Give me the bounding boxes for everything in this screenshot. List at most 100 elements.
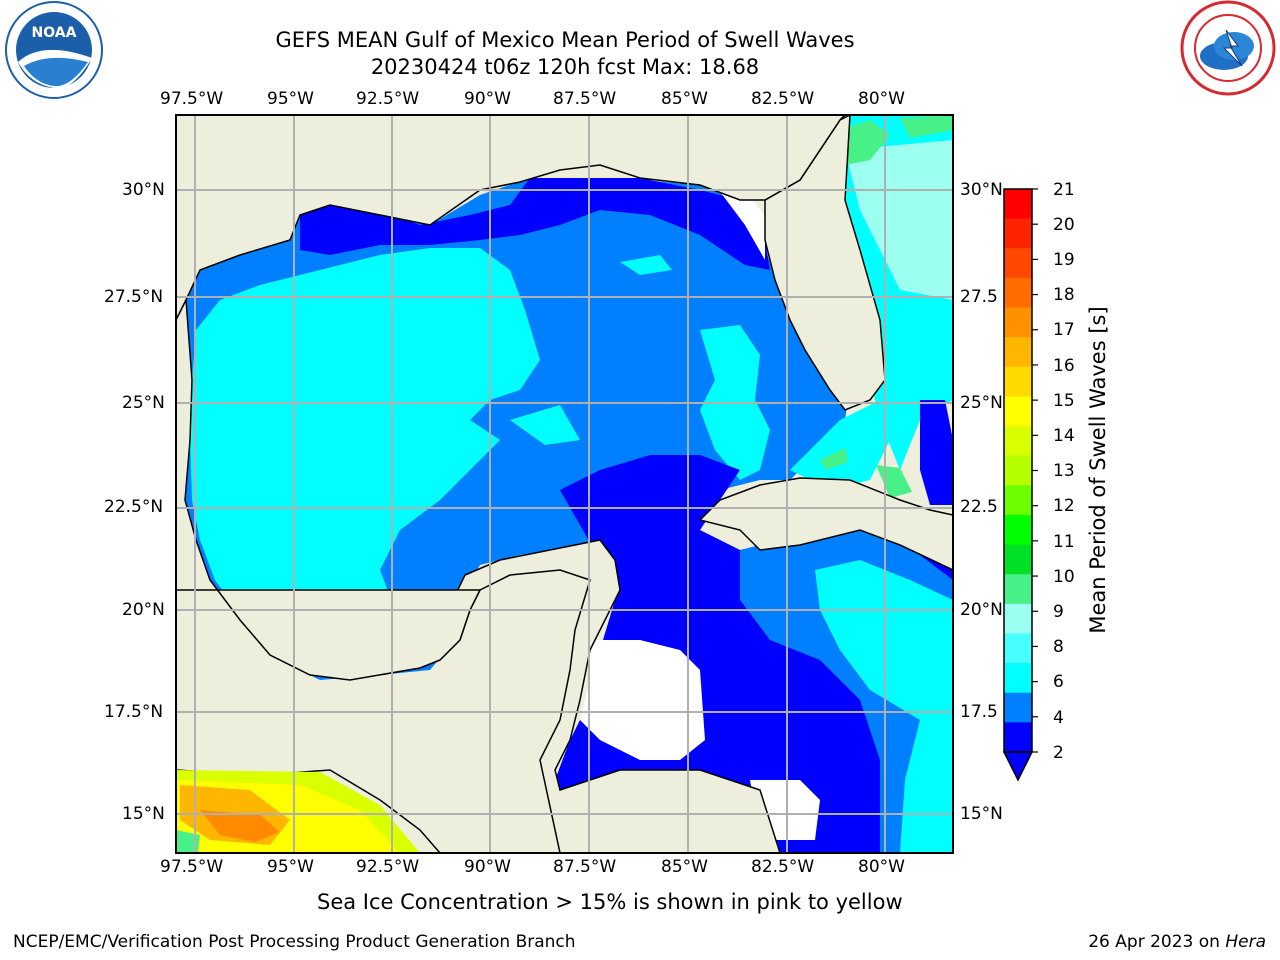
sea-ice-note: Sea Ice Concentration > 15% is shown in …: [317, 890, 903, 914]
atlantic-green-2: [900, 115, 953, 138]
title-line-2: 20230424 t06z 120h fcst Max: 18.68: [370, 55, 760, 79]
straits-cyan: [790, 400, 890, 490]
title-line-1: GEFS MEAN Gulf of Mexico Mean Period of …: [275, 28, 855, 52]
colorbar-swatch: [1004, 455, 1032, 486]
land-florida: [764, 115, 886, 411]
gulf-deepblue-north: [300, 178, 770, 270]
lon-label-bottom: 82.5°W: [751, 857, 815, 877]
lon-label-bottom: 85°W: [661, 857, 708, 877]
credit-date: 26 Apr 2023 on: [1088, 932, 1220, 952]
lat-label-left: 22.5°N: [104, 497, 164, 517]
colorbar-swatch: [1004, 633, 1032, 664]
lon-label-top: 90°W: [464, 89, 511, 109]
colorbar-tick-label: 16: [1053, 356, 1075, 376]
colorbar-tick-label: 9: [1053, 602, 1064, 622]
colorbar-swatch: [1004, 485, 1032, 516]
nodata-white-3: [715, 185, 765, 260]
colorbar-swatch: [1004, 603, 1032, 634]
lat-label-left: 20°N: [122, 600, 165, 620]
gulf-cyan-west: [190, 248, 540, 672]
colorbar-tick-label: 18: [1053, 285, 1075, 305]
lon-label-top: 92.5°W: [356, 89, 420, 109]
lat-label-left: 30°N: [122, 180, 165, 200]
colorbar-swatch: [1004, 218, 1032, 249]
colorbar-swatch: [1004, 544, 1032, 575]
colorbar-tick-label: 11: [1053, 532, 1075, 552]
colorbar-swatch: [1004, 248, 1032, 279]
noaa-logo: NOAA: [5, 1, 103, 99]
gridlines: [176, 115, 953, 853]
colorbar-swatch: [1004, 366, 1032, 397]
lon-label-top: 87.5°W: [553, 89, 617, 109]
nws-logo: [1180, 0, 1276, 96]
lon-label-top: 82.5°W: [751, 89, 815, 109]
colorbar-swatch: [1004, 337, 1032, 368]
lon-label-bottom: 97.5°W: [160, 857, 224, 877]
map-area: [176, 115, 953, 853]
colorbar-tick-label: 12: [1053, 496, 1075, 516]
colorbar-swatch: [1004, 574, 1032, 605]
colorbar-swatch: [1004, 396, 1032, 427]
colorbar-tick-label: 15: [1053, 391, 1075, 411]
colorbar-swatch: [1004, 722, 1032, 753]
lon-label-bottom: 95°W: [267, 857, 314, 877]
nodata-white-1: [580, 640, 705, 760]
colorbar-tick-label: 6: [1053, 672, 1064, 692]
lon-label-bottom: 90°W: [464, 857, 511, 877]
straits-green-2: [820, 448, 848, 470]
bahamas-deepblue: [920, 400, 953, 505]
colorbar-tick-label: 19: [1053, 250, 1075, 270]
land-mexico-west: [176, 297, 482, 681]
colorbar-swatch: [1004, 514, 1032, 546]
lat-label-right: 17.5: [960, 702, 998, 722]
lon-label-top: 95°W: [267, 89, 314, 109]
colorbar-tick-label: 17: [1053, 320, 1075, 340]
land-cuba: [698, 477, 953, 571]
atlantic-lightcyan: [845, 140, 953, 300]
lat-label-right: 25°N: [960, 393, 1003, 413]
colorbar-tick-label: 10: [1053, 567, 1075, 587]
colorbar-tick-label: 21: [1053, 180, 1075, 200]
colorbar-swatch: [1004, 663, 1032, 694]
atlantic-green-1: [840, 120, 890, 165]
gulf-cyan-east-2: [620, 255, 672, 275]
lat-label-right: 20°N: [960, 600, 1003, 620]
lat-label-left: 27.5°N: [104, 287, 164, 307]
lat-label-right: 22.5: [960, 497, 998, 517]
lon-label-top: 97.5°W: [160, 89, 224, 109]
credit-date-host: 26 Apr 2023 on Hera: [1088, 932, 1266, 952]
colorbar-tick-label: 2: [1053, 743, 1064, 763]
map-frame: [175, 114, 954, 854]
caribbean-cyan: [815, 560, 953, 853]
lon-label-bottom: 92.5°W: [356, 857, 420, 877]
colorbar-swatch: [1004, 692, 1032, 723]
lat-label-right: 15°N: [960, 804, 1003, 824]
colorbar-tick-label: 20: [1053, 215, 1075, 235]
lat-label-right: 30°N: [960, 180, 1003, 200]
colorbar-title: Mean Period of Swell Waves [s]: [1086, 306, 1110, 634]
colorbar-tick-label: 8: [1053, 637, 1064, 657]
pacific-deeporange: [200, 810, 280, 842]
lon-label-top: 80°W: [858, 89, 905, 109]
lat-label-left: 15°N: [122, 804, 165, 824]
lon-label-top: 85°W: [661, 89, 708, 109]
colorbar-swatch: [1004, 426, 1032, 457]
colorbar-under-arrow: [1002, 751, 1034, 782]
lon-label-bottom: 80°W: [858, 857, 905, 877]
lat-label-right: 27.5: [960, 287, 998, 307]
colorbar-tick-label: 13: [1053, 461, 1075, 481]
colorbar-tick-label: 14: [1053, 426, 1075, 446]
colorbar: [1002, 188, 1038, 782]
lat-label-left: 17.5°N: [104, 702, 164, 722]
noaa-logo-text: NOAA: [32, 25, 77, 41]
lat-label-left: 25°N: [122, 393, 165, 413]
credit-host: Hera: [1225, 932, 1266, 952]
credit-branch: NCEP/EMC/Verification Post Processing Pr…: [13, 932, 576, 952]
colorbar-swatch: [1004, 277, 1032, 309]
gulf-cyan-east-3: [510, 405, 580, 445]
colorbar-swatch: [1004, 189, 1032, 220]
colorbar-tick-label: 4: [1053, 708, 1064, 728]
colorbar-swatch: [1004, 307, 1032, 338]
lon-label-bottom: 87.5°W: [553, 857, 617, 877]
